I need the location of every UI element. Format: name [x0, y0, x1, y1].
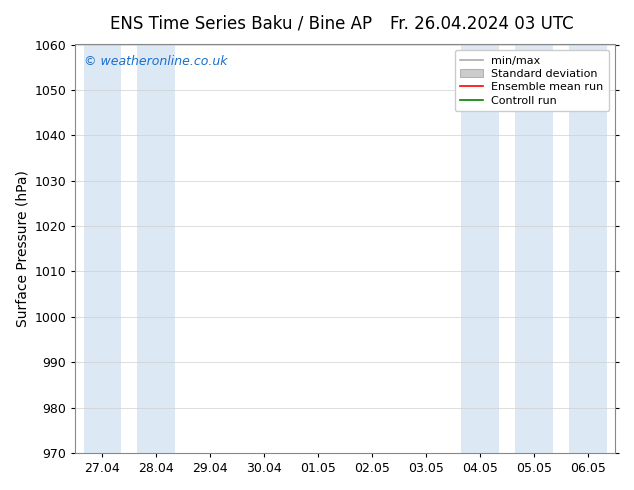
- Bar: [138, 45, 175, 453]
- Bar: [84, 45, 121, 453]
- Legend: min/max, Standard deviation, Ensemble mean run, Controll run: min/max, Standard deviation, Ensemble me…: [455, 50, 609, 111]
- Bar: [515, 45, 553, 453]
- Text: © weatheronline.co.uk: © weatheronline.co.uk: [84, 55, 227, 68]
- Bar: [461, 45, 499, 453]
- Y-axis label: Surface Pressure (hPa): Surface Pressure (hPa): [15, 171, 29, 327]
- Text: ENS Time Series Baku / Bine AP: ENS Time Series Baku / Bine AP: [110, 15, 372, 33]
- Text: Fr. 26.04.2024 03 UTC: Fr. 26.04.2024 03 UTC: [390, 15, 574, 33]
- Bar: [569, 45, 607, 453]
